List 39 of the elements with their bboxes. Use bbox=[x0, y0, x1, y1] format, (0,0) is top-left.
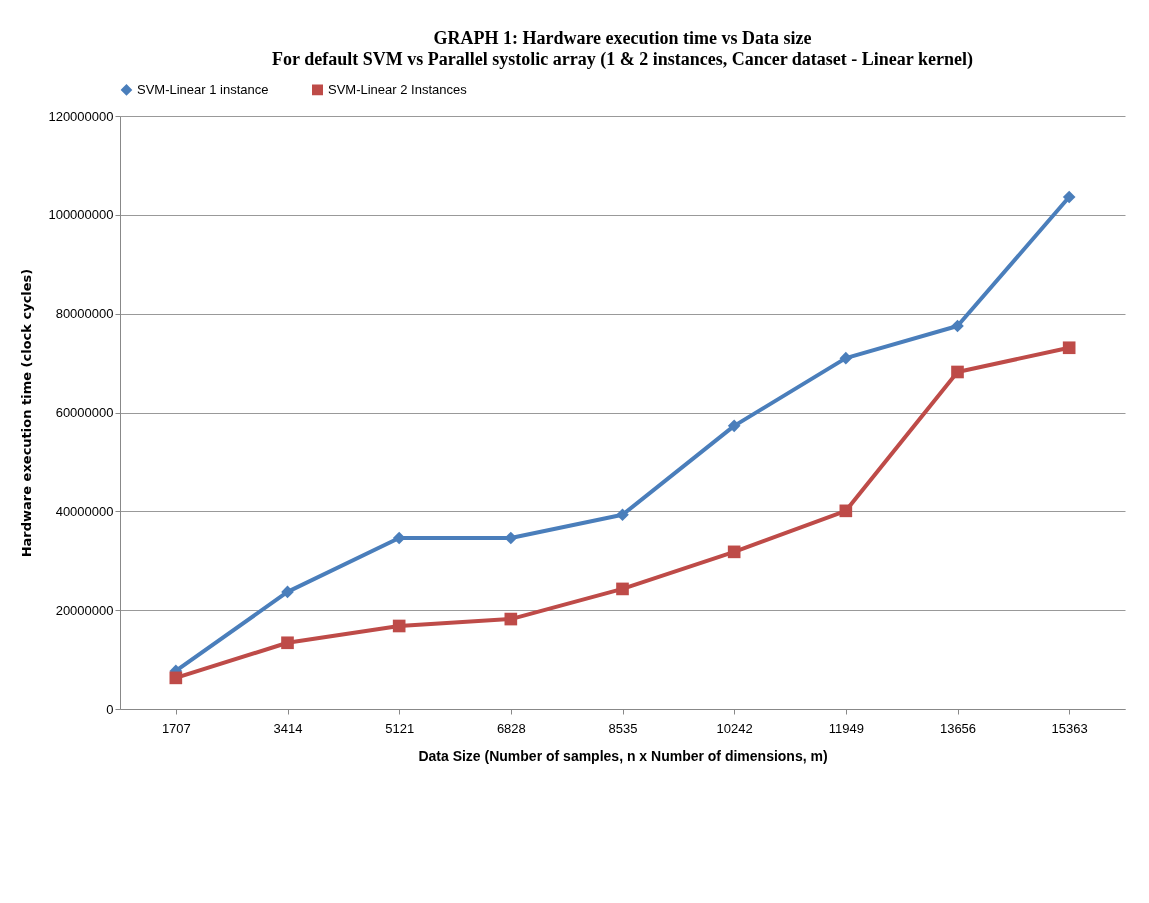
point bbox=[392, 531, 406, 545]
x-axis-title: Data Size (Number of samples, n x Number of dimensions, m) bbox=[418, 747, 828, 764]
legend-label: SVM-Linear 2 Instances bbox=[328, 81, 468, 97]
point bbox=[392, 619, 406, 633]
x-tick-label: 13656 bbox=[939, 720, 977, 736]
point bbox=[951, 319, 964, 333]
point bbox=[616, 508, 629, 522]
x-tick-label: 6828 bbox=[496, 720, 526, 736]
point bbox=[281, 585, 294, 599]
point bbox=[839, 504, 853, 518]
chart-title: GRAPH 1: Hardware execution time vs Data size bbox=[433, 28, 812, 48]
x-tick-label: 10242 bbox=[716, 720, 753, 736]
point bbox=[1062, 341, 1076, 355]
y-tick-label: 100000000 bbox=[48, 207, 114, 223]
point bbox=[951, 365, 964, 379]
chart-subtitle: For default SVM vs Parallel systolic array (1 & 2 instances, Cancer dataset - Linear kernel) bbox=[272, 49, 973, 70]
x-tick-label: 1707 bbox=[161, 720, 191, 736]
y-tick-label: 120000000 bbox=[48, 108, 114, 124]
point bbox=[169, 671, 183, 685]
point bbox=[727, 545, 741, 559]
y-tick-label: 60000000 bbox=[55, 405, 114, 420]
x-tick-label: 15363 bbox=[1051, 720, 1088, 736]
point bbox=[727, 419, 741, 433]
y-tick-label: 20000000 bbox=[55, 602, 114, 618]
point bbox=[616, 582, 629, 596]
y-tick-label: 0 bbox=[106, 701, 114, 717]
x-tick-label: 8535 bbox=[608, 720, 638, 736]
point bbox=[281, 636, 294, 650]
y-axis-title: Hardware execution time (clock cycles) bbox=[19, 268, 35, 558]
point bbox=[504, 531, 518, 545]
point bbox=[839, 351, 853, 365]
x-tick-label: 3414 bbox=[273, 720, 303, 736]
point bbox=[1062, 190, 1076, 204]
point bbox=[504, 612, 518, 626]
x-tick-label: 5121 bbox=[385, 720, 415, 736]
y-tick-label: 80000000 bbox=[55, 306, 114, 322]
x-tick-label: 11949 bbox=[828, 720, 864, 736]
y-tick-label: 40000000 bbox=[55, 503, 114, 519]
legend-label: SVM-Linear 1 instance bbox=[137, 81, 269, 97]
